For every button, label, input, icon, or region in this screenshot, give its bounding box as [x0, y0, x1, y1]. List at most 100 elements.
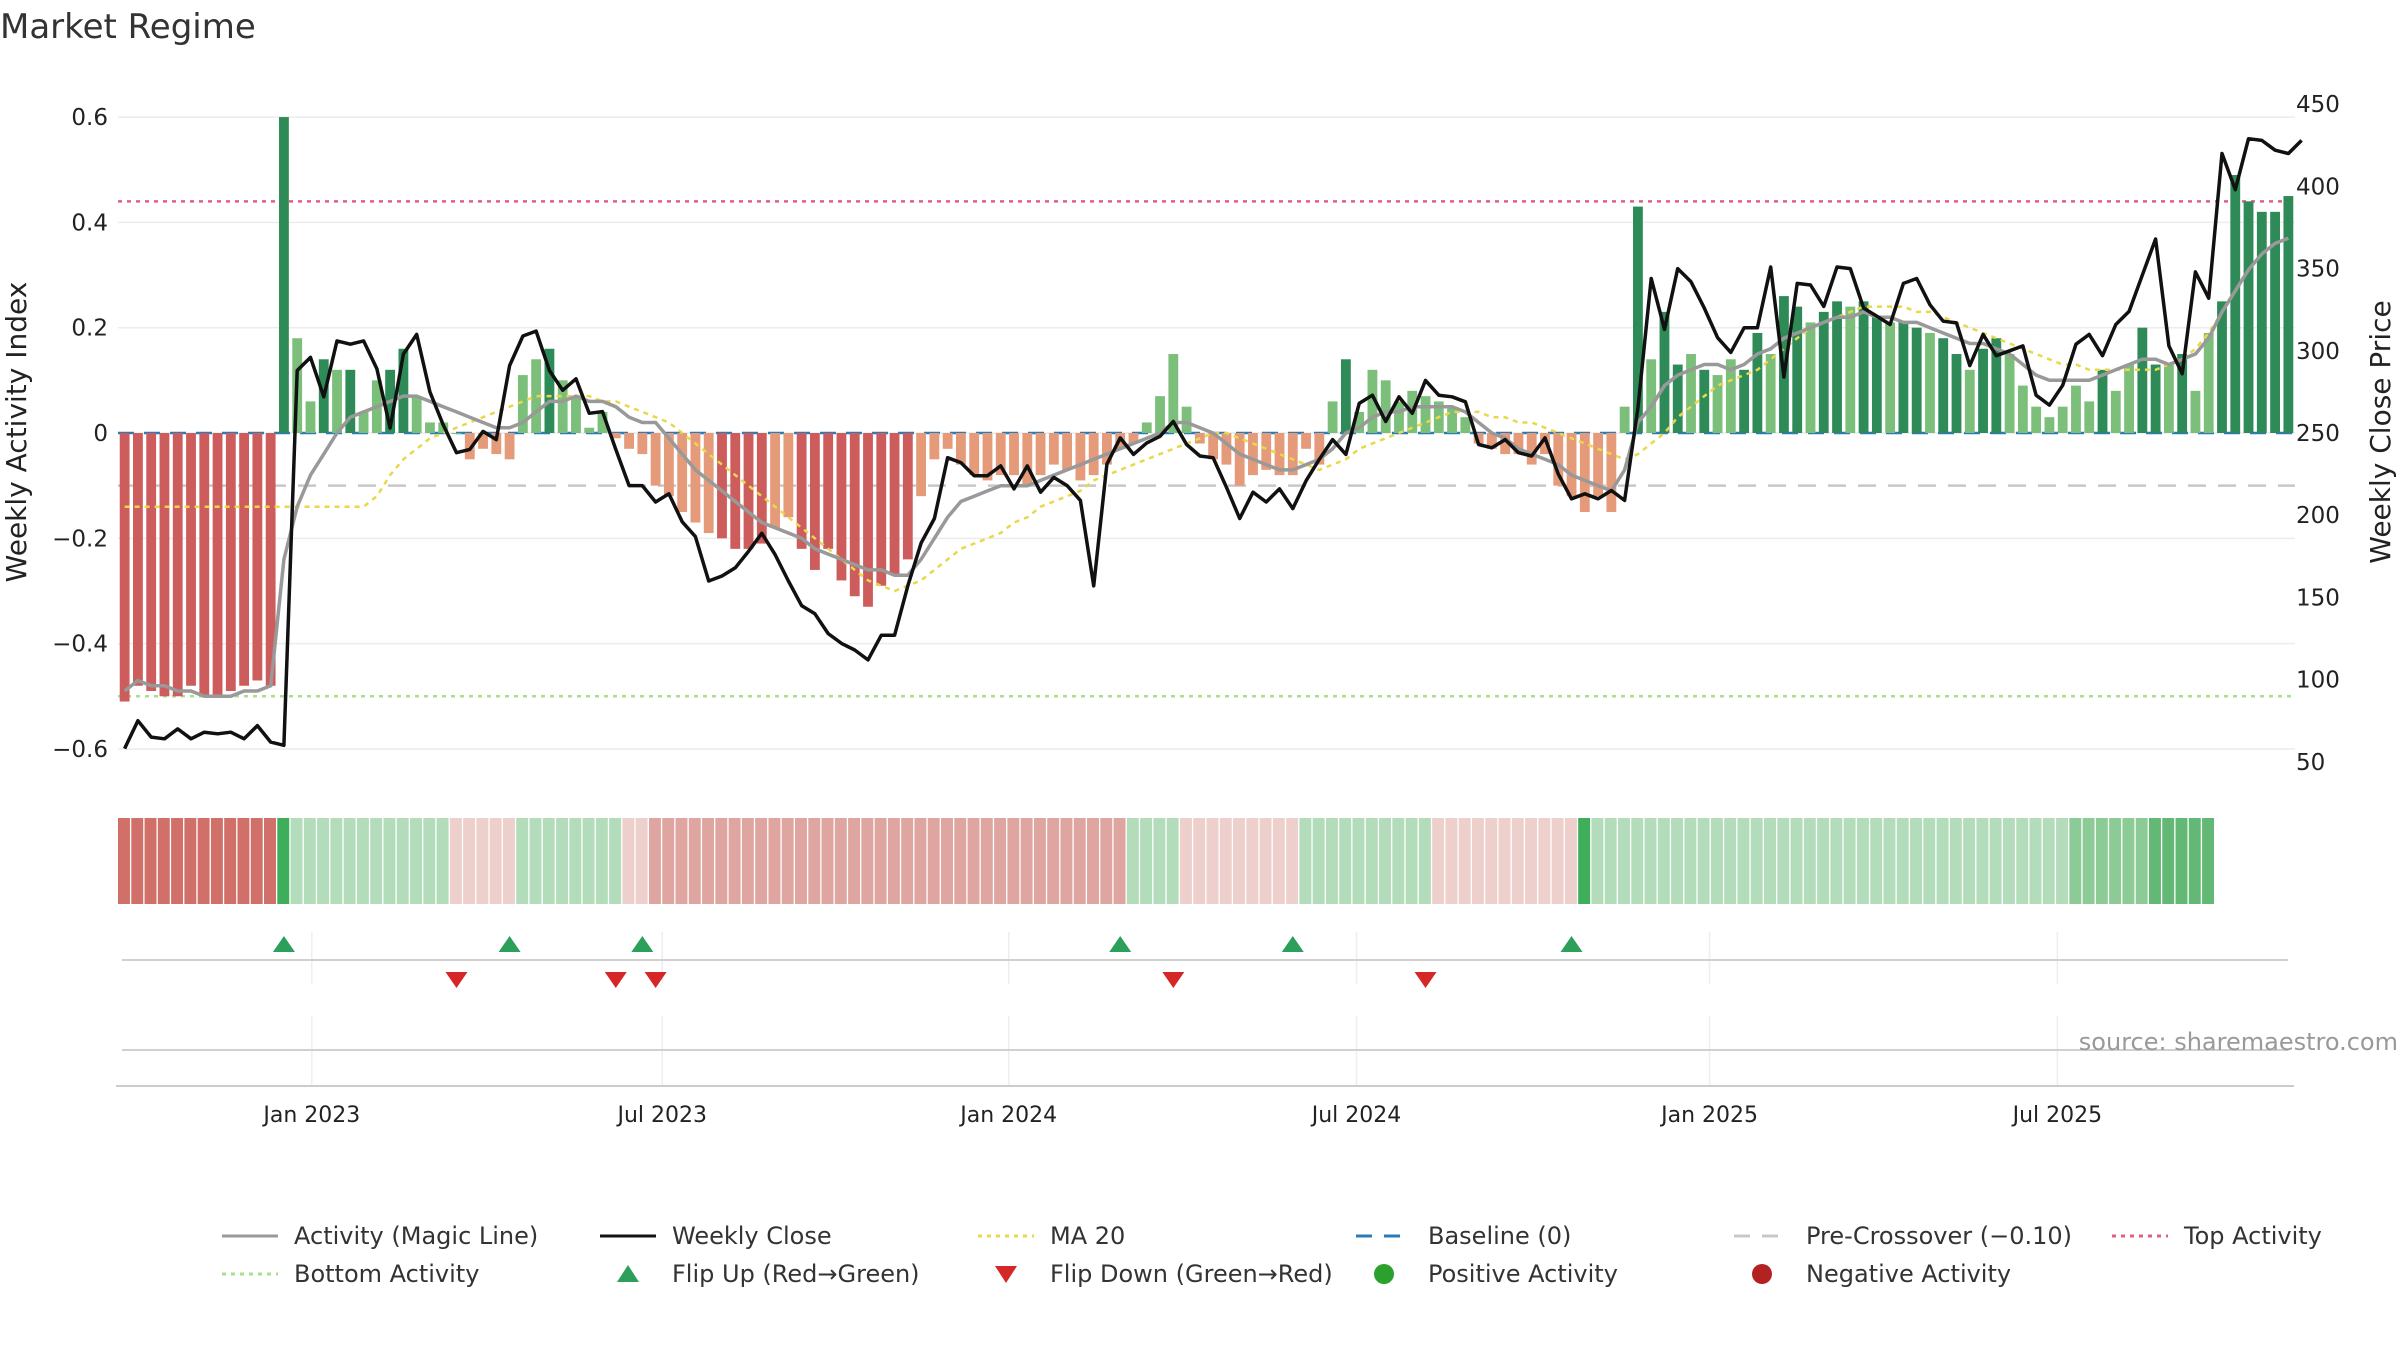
activity-bar — [1606, 433, 1617, 512]
activity-bar — [305, 401, 316, 433]
activity-bar — [1367, 369, 1378, 433]
legend-item-neg_dot: Negative Activity — [1752, 1260, 2011, 1288]
regime-cell — [1193, 818, 1206, 904]
legend-label: Top Activity — [2183, 1222, 2322, 1250]
regime-cell — [144, 818, 157, 904]
activity-bar — [1009, 433, 1019, 476]
activity-bar — [1579, 433, 1590, 512]
legend-item-top: Top Activity — [2112, 1222, 2322, 1250]
regime-cell — [330, 818, 343, 904]
activity-bar — [358, 411, 369, 433]
regime-cell — [2148, 818, 2161, 904]
regime-cell — [1352, 818, 1365, 904]
regime-cell — [715, 818, 728, 904]
flip-up-marker — [1281, 936, 1304, 952]
regime-cell — [449, 818, 462, 904]
activity-bar — [956, 433, 966, 465]
activity-bar — [1818, 311, 1829, 433]
regime-cell — [476, 818, 489, 904]
activity-bar — [2150, 364, 2161, 433]
regime-cell — [516, 818, 529, 904]
activity-bar — [783, 433, 794, 518]
regime-cell — [1511, 818, 1524, 904]
activity-bar — [1991, 338, 2002, 433]
activity-bar — [610, 433, 621, 439]
regime-cell — [648, 818, 661, 904]
activity-bar — [1739, 369, 1750, 433]
regime-cell — [1126, 818, 1139, 904]
regime-cell — [1856, 818, 1869, 904]
regime-cell — [808, 818, 821, 904]
flip-down-marker — [1414, 972, 1437, 988]
activity-bar — [1911, 327, 1922, 433]
regime-cell — [1312, 818, 1325, 904]
regime-cell — [542, 818, 555, 904]
right-tick-label: 100 — [2296, 668, 2340, 694]
regime-strip — [118, 818, 2215, 904]
reference-lines — [118, 200, 2295, 698]
activity-bar — [159, 433, 170, 697]
regime-cell — [556, 818, 569, 904]
left-tick-label: −0.4 — [52, 632, 108, 658]
regime-cell — [210, 818, 223, 904]
regime-cell — [1153, 818, 1166, 904]
ma20-line — [124, 253, 2263, 593]
activity-bar — [1540, 433, 1550, 455]
activity-bar — [1420, 396, 1431, 433]
legend-item-pos_dot: Positive Activity — [1374, 1260, 1618, 1288]
chart-title: Market Regime — [0, 7, 256, 47]
activity-bar — [1964, 369, 1975, 433]
regime-cell — [688, 818, 701, 904]
right-tick-label: 450 — [2296, 92, 2340, 118]
activity-bar — [1938, 338, 1949, 433]
activity-bar — [1925, 332, 1935, 433]
regime-cell — [290, 818, 303, 904]
regime-cell — [2109, 818, 2122, 904]
regime-cell — [1525, 818, 1538, 904]
regime-cell — [436, 818, 449, 904]
regime-cell — [1246, 818, 1259, 904]
regime-cell — [1671, 818, 1684, 904]
legend-label: Weekly Close — [672, 1222, 832, 1250]
regime-cell — [834, 818, 847, 904]
activity-bar — [2057, 406, 2068, 433]
activity-bar — [929, 433, 940, 460]
regime-cell — [2175, 818, 2188, 904]
legend-swatch — [1752, 1264, 1772, 1284]
regime-cell — [954, 818, 967, 904]
regime-cell — [370, 818, 383, 904]
regime-cell — [1259, 818, 1272, 904]
legend-label: Activity (Magic Line) — [294, 1222, 538, 1250]
regime-cell — [237, 818, 250, 904]
activity-bar — [1978, 348, 1988, 433]
activity-bar — [756, 433, 767, 544]
regime-cell — [2122, 818, 2135, 904]
activity-bar — [2243, 201, 2254, 433]
left-tick-label: 0.2 — [71, 316, 108, 342]
regime-cell — [1830, 818, 1843, 904]
regime-cell — [1073, 818, 1086, 904]
left-tick-label: 0 — [93, 421, 108, 447]
regime-cell — [1432, 818, 1445, 904]
activity-bar — [2071, 385, 2081, 433]
regime-cell — [1843, 818, 1856, 904]
regime-cell — [118, 818, 130, 904]
activity-bar — [2084, 401, 2095, 433]
regime-cell — [755, 818, 768, 904]
regime-cell — [2016, 818, 2029, 904]
legend-item-bottom: Bottom Activity — [222, 1260, 479, 1288]
regime-cell — [383, 818, 396, 904]
activity-bar — [743, 433, 754, 549]
regime-cell — [1976, 818, 1989, 904]
regime-cell — [1272, 818, 1285, 904]
right-tick-label: 250 — [2296, 421, 2340, 447]
regime-cell — [1737, 818, 1750, 904]
legend-label: Pre-Crossover (−0.10) — [1806, 1222, 2072, 1250]
regime-cell — [2042, 818, 2055, 904]
regime-cell — [2095, 818, 2108, 904]
regime-cell — [1777, 818, 1790, 904]
activity-bar — [1155, 396, 1165, 433]
activity-bar — [889, 433, 900, 576]
regime-cell — [595, 818, 608, 904]
regime-cell — [343, 818, 356, 904]
